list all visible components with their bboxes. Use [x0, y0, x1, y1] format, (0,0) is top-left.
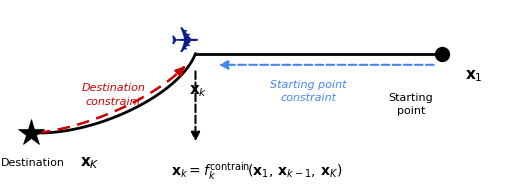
Text: Destination
constraint: Destination constraint	[82, 83, 145, 107]
Text: $\mathbf{x}_k$: $\mathbf{x}_k$	[189, 84, 207, 99]
Text: $\mathbf{x}_k = f_k^{\mathrm{contrain}}\!\left(\mathbf{x}_1,\, \mathbf{x}_{k-1},: $\mathbf{x}_k = f_k^{\mathrm{contrain}}\…	[171, 160, 343, 182]
Text: Destination: Destination	[1, 158, 65, 168]
Text: $\mathbf{x}_K$: $\mathbf{x}_K$	[80, 155, 100, 171]
Text: Starting point
constraint: Starting point constraint	[270, 80, 346, 103]
Text: $\mathbf{x}_1$: $\mathbf{x}_1$	[465, 68, 482, 84]
Text: ✈: ✈	[170, 26, 200, 60]
Text: Starting
point: Starting point	[389, 93, 433, 116]
